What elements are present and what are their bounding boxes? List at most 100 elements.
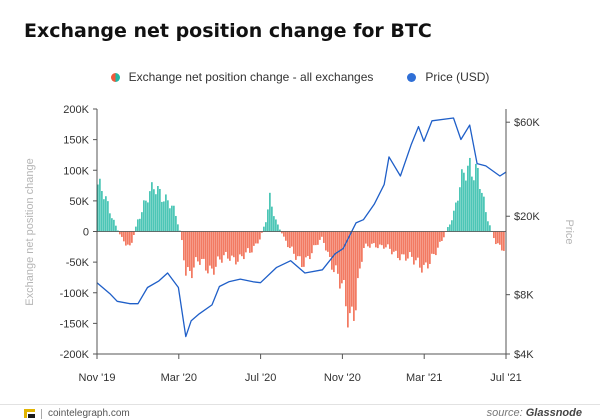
net-position-bar [253, 231, 255, 246]
y-right-tick-label: $60K [514, 117, 540, 129]
net-position-bar [313, 231, 315, 246]
net-position-bar [355, 231, 357, 311]
net-position-bar [485, 212, 487, 232]
net-position-bar [261, 231, 263, 233]
net-position-bar [359, 231, 361, 269]
net-position-bar [409, 231, 411, 253]
net-position-bar [341, 231, 343, 284]
net-position-bar [171, 205, 173, 232]
net-position-bar [263, 226, 265, 232]
net-position-bar [477, 167, 479, 232]
y-left-tick-label: 50K [69, 196, 89, 208]
net-position-bar [373, 231, 375, 244]
net-position-bar [501, 231, 503, 251]
net-position-bar [247, 231, 249, 249]
legend-item-net-position[interactable]: Exchange net position change - all excha… [110, 70, 374, 84]
legend-item-price[interactable]: Price (USD) [407, 70, 489, 84]
net-position-bar [279, 229, 281, 232]
net-position-bar [151, 182, 153, 232]
net-position-bar [461, 169, 463, 232]
legend-label-net-position: Exchange net position change - all excha… [128, 70, 374, 84]
net-position-bar [383, 231, 385, 249]
net-position-bar [419, 231, 421, 268]
legend-label-price: Price (USD) [425, 70, 490, 84]
net-position-bar [287, 231, 289, 248]
net-position-bar [479, 189, 481, 232]
net-position-bar [495, 231, 497, 245]
net-position-bar [271, 206, 273, 232]
net-position-bar [267, 209, 269, 232]
net-position-bar [459, 187, 461, 232]
net-position-bar [429, 231, 431, 264]
net-position-bar [345, 231, 347, 307]
net-position-bar [109, 213, 111, 232]
net-position-bar [127, 231, 129, 245]
net-position-bar [157, 186, 159, 232]
net-position-bar [103, 199, 105, 232]
net-position-bar [237, 231, 239, 262]
net-position-bar [231, 231, 233, 256]
net-position-bar [433, 231, 435, 255]
net-position-bar [133, 231, 135, 235]
net-position-bar [411, 231, 413, 257]
net-position-bar [155, 194, 157, 232]
net-position-bar [375, 231, 377, 248]
net-position-bar [307, 231, 309, 256]
net-position-bar [141, 212, 143, 232]
brand-text: cointelegraph.com [48, 408, 130, 419]
net-position-bar [249, 231, 251, 253]
net-position-bar [405, 231, 407, 261]
net-position-bar [115, 225, 117, 232]
net-position-bar [177, 224, 179, 232]
net-position-bar [197, 231, 199, 262]
net-position-bar [183, 231, 185, 261]
net-position-bar [487, 221, 489, 232]
net-position-bar [113, 219, 115, 232]
net-position-bar [363, 231, 365, 249]
net-position-bar [435, 231, 437, 256]
net-position-bar [239, 231, 241, 255]
net-position-bar [413, 231, 415, 265]
net-position-bar [327, 231, 329, 252]
net-position-bar [415, 231, 417, 261]
net-position-bar [317, 231, 319, 245]
net-position-bar [325, 231, 327, 251]
chart-footer: cointelegraph.com source: Glassnode [0, 404, 600, 420]
net-position-bar [299, 231, 301, 257]
net-position-bar [105, 196, 107, 232]
net-position-bar [309, 231, 311, 260]
net-position-bar [213, 231, 215, 275]
net-position-bar [381, 231, 383, 246]
net-position-bar [469, 157, 471, 232]
net-position-bar [367, 231, 369, 247]
net-position-bar [371, 231, 373, 244]
brand: cointelegraph.com [24, 408, 130, 419]
net-position-bar [329, 231, 331, 257]
x-tick-label: Nov '19 [79, 372, 116, 384]
net-position-bar [179, 230, 181, 232]
chart-legend: Exchange net position change - all excha… [0, 70, 600, 84]
net-position-bar [497, 231, 499, 244]
net-position-bar [301, 231, 303, 268]
y-left-tick-label: -150K [60, 318, 90, 330]
net-position-bar [353, 231, 355, 321]
net-position-bar [357, 231, 359, 279]
net-position-bar [153, 189, 155, 232]
net-position-bar [449, 224, 451, 232]
net-position-bar [181, 231, 183, 241]
y-left-tick-label: 200K [63, 104, 89, 116]
net-position-bar [385, 231, 387, 248]
net-position-bar [463, 172, 465, 232]
net-position-bar [291, 231, 293, 247]
net-position-bar [465, 180, 467, 232]
net-position-bar [295, 231, 297, 260]
y-left-tick-label: -100K [60, 288, 90, 300]
net-position-bar [229, 231, 231, 261]
net-position-bar [211, 231, 213, 269]
net-position-bar [159, 188, 161, 232]
net-position-bar [269, 192, 271, 232]
net-position-bar [349, 231, 351, 314]
net-position-bar [147, 202, 149, 232]
net-position-bar [121, 231, 123, 237]
